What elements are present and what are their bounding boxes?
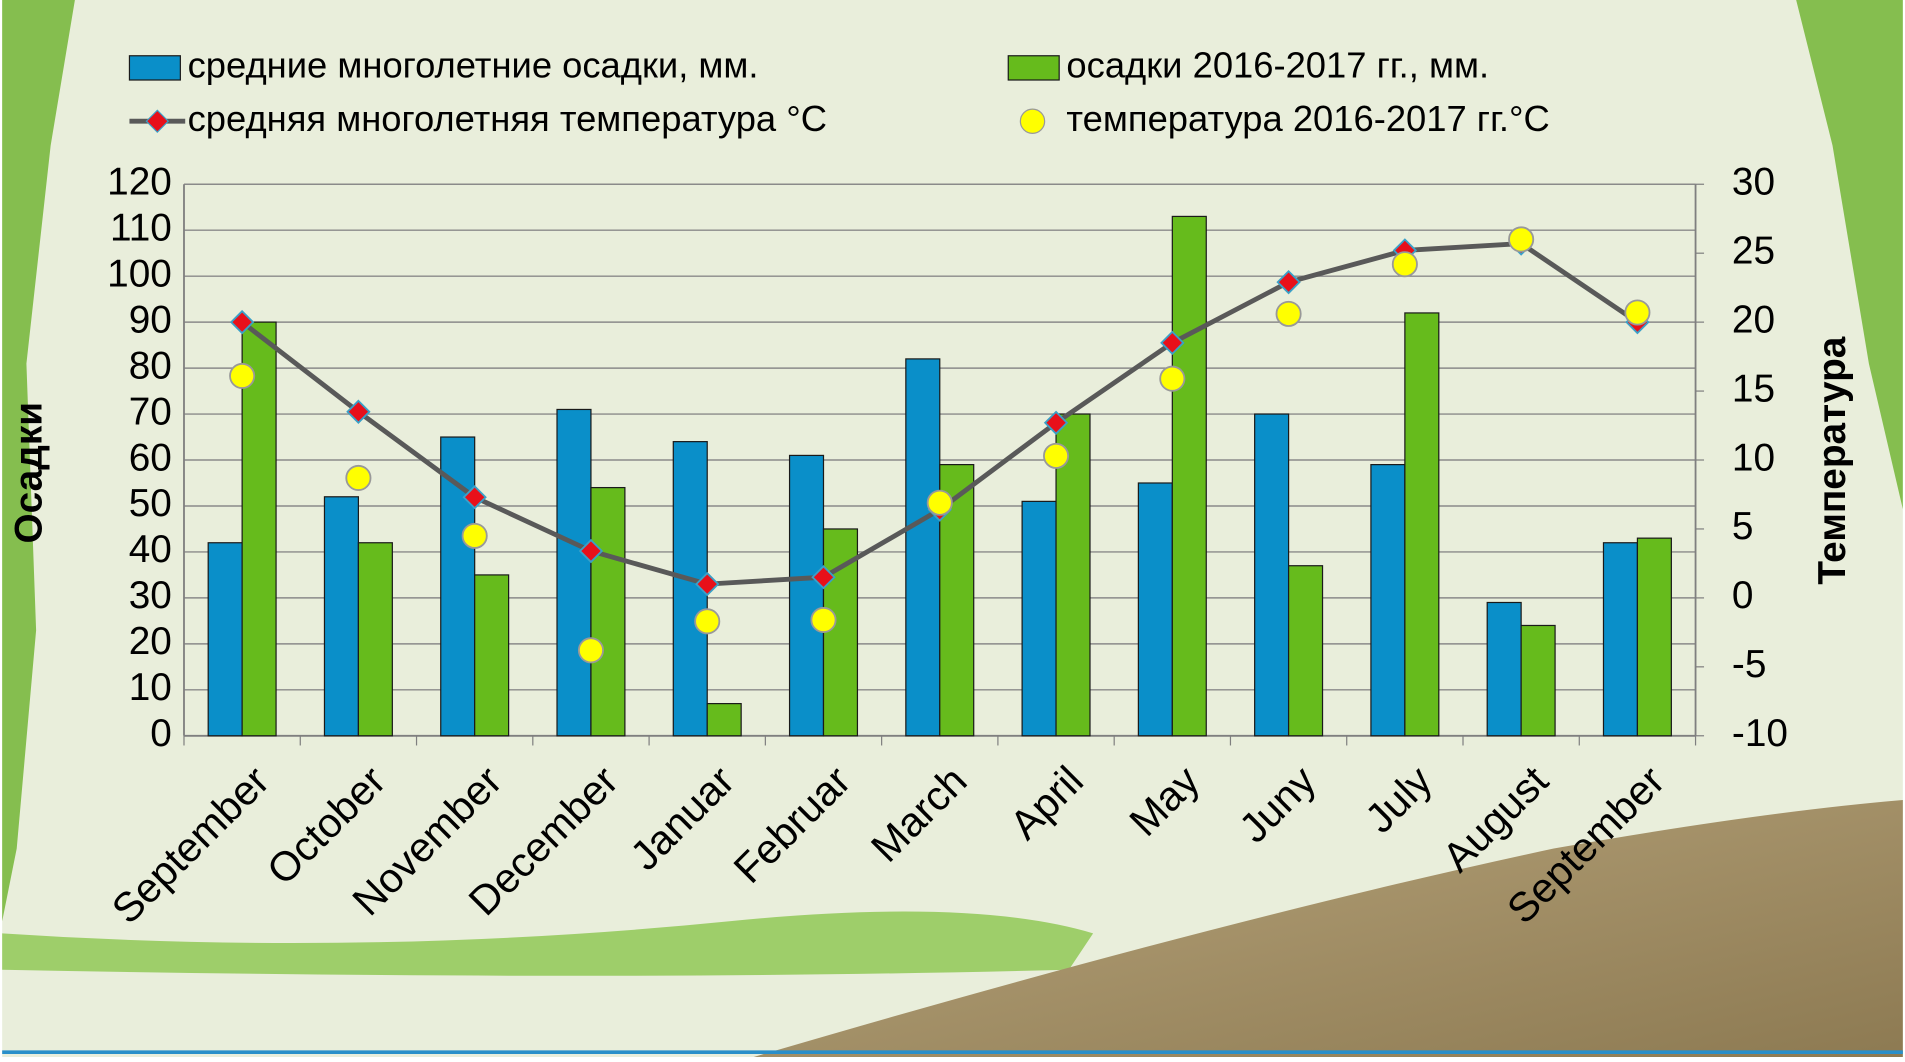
y2-tick-label: 5 xyxy=(1732,505,1754,548)
y-axis-title: Осадки xyxy=(8,402,51,544)
y2-tick-label: 30 xyxy=(1732,160,1775,203)
bar xyxy=(1486,601,1522,737)
bar xyxy=(1137,482,1173,737)
line-marker xyxy=(229,309,255,335)
y-tick-label: 50 xyxy=(129,482,172,525)
y-tick-label: 100 xyxy=(107,252,172,295)
y-tick-label: 110 xyxy=(110,206,172,249)
y2-axis-title: Температура xyxy=(1811,336,1854,584)
point xyxy=(810,606,837,633)
point xyxy=(577,637,604,664)
y-tick-label: 80 xyxy=(129,344,172,387)
bar xyxy=(706,702,742,737)
line-marker xyxy=(578,538,604,564)
legend-swatch xyxy=(128,55,181,81)
y2-tick-label: 25 xyxy=(1732,229,1775,272)
y2-tick-label: -10 xyxy=(1732,712,1788,755)
y-tick-label: 20 xyxy=(129,620,172,663)
brush-bottom xyxy=(2,911,1094,976)
bar xyxy=(1287,565,1324,737)
bar xyxy=(241,321,277,737)
line-marker xyxy=(346,399,371,424)
bar xyxy=(1171,215,1207,737)
y-tick-label: 70 xyxy=(129,390,172,433)
line-marker xyxy=(1276,269,1301,295)
point xyxy=(1275,300,1302,327)
line-marker xyxy=(462,485,487,510)
point xyxy=(345,464,372,491)
point xyxy=(926,489,953,516)
bar xyxy=(590,486,626,737)
legend-swatch xyxy=(1007,55,1060,81)
y2-tick-label: -5 xyxy=(1732,643,1766,686)
y-tick-label: 60 xyxy=(129,436,172,479)
point xyxy=(1159,365,1186,392)
y2-tick-label: 20 xyxy=(1732,298,1775,341)
y-tick-label: 120 xyxy=(107,160,172,203)
legend-label: средние многолетние осадки, мм. xyxy=(188,44,759,85)
line-marker xyxy=(811,565,836,590)
bar xyxy=(1370,464,1406,737)
legend-label: температура 2016-2017 гг.°С xyxy=(1066,98,1549,139)
point xyxy=(694,608,721,635)
brush-left xyxy=(2,0,75,922)
legend-label: осадки 2016-2017 гг., мм. xyxy=(1066,44,1489,85)
bar xyxy=(788,454,825,737)
bar xyxy=(1520,624,1556,737)
bar xyxy=(474,574,510,737)
bar xyxy=(323,496,360,737)
line-marker xyxy=(1043,410,1069,435)
bar xyxy=(207,542,243,737)
sack-texture xyxy=(753,800,1903,1057)
bar xyxy=(1021,500,1057,737)
y-tick-label: 90 xyxy=(129,298,172,341)
y-tick-label: 10 xyxy=(129,666,172,709)
brush-right xyxy=(1796,0,1903,510)
bar xyxy=(1055,413,1091,737)
bar xyxy=(1602,542,1639,737)
bar xyxy=(1636,537,1672,737)
point xyxy=(1508,226,1535,253)
bar xyxy=(1254,413,1290,737)
point xyxy=(1043,442,1070,469)
y-tick-label: 0 xyxy=(150,712,172,755)
point xyxy=(229,362,256,389)
line-marker xyxy=(695,571,720,597)
point xyxy=(1624,299,1651,326)
y-tick-label: 40 xyxy=(129,528,172,571)
bar xyxy=(357,542,393,737)
bar xyxy=(1404,312,1440,737)
y2-tick-label: 0 xyxy=(1732,574,1754,617)
legend-swatch xyxy=(1019,108,1046,134)
point xyxy=(461,522,488,549)
legend-swatch xyxy=(145,109,170,133)
point xyxy=(1391,251,1418,278)
y-tick-label: 30 xyxy=(129,574,172,617)
legend-label: средняя многолетняя температура °С xyxy=(188,98,827,139)
y2-tick-label: 10 xyxy=(1732,436,1775,479)
y2-tick-label: 15 xyxy=(1732,367,1775,410)
bar xyxy=(905,358,941,737)
line-marker xyxy=(1160,330,1185,356)
bar xyxy=(556,408,592,737)
